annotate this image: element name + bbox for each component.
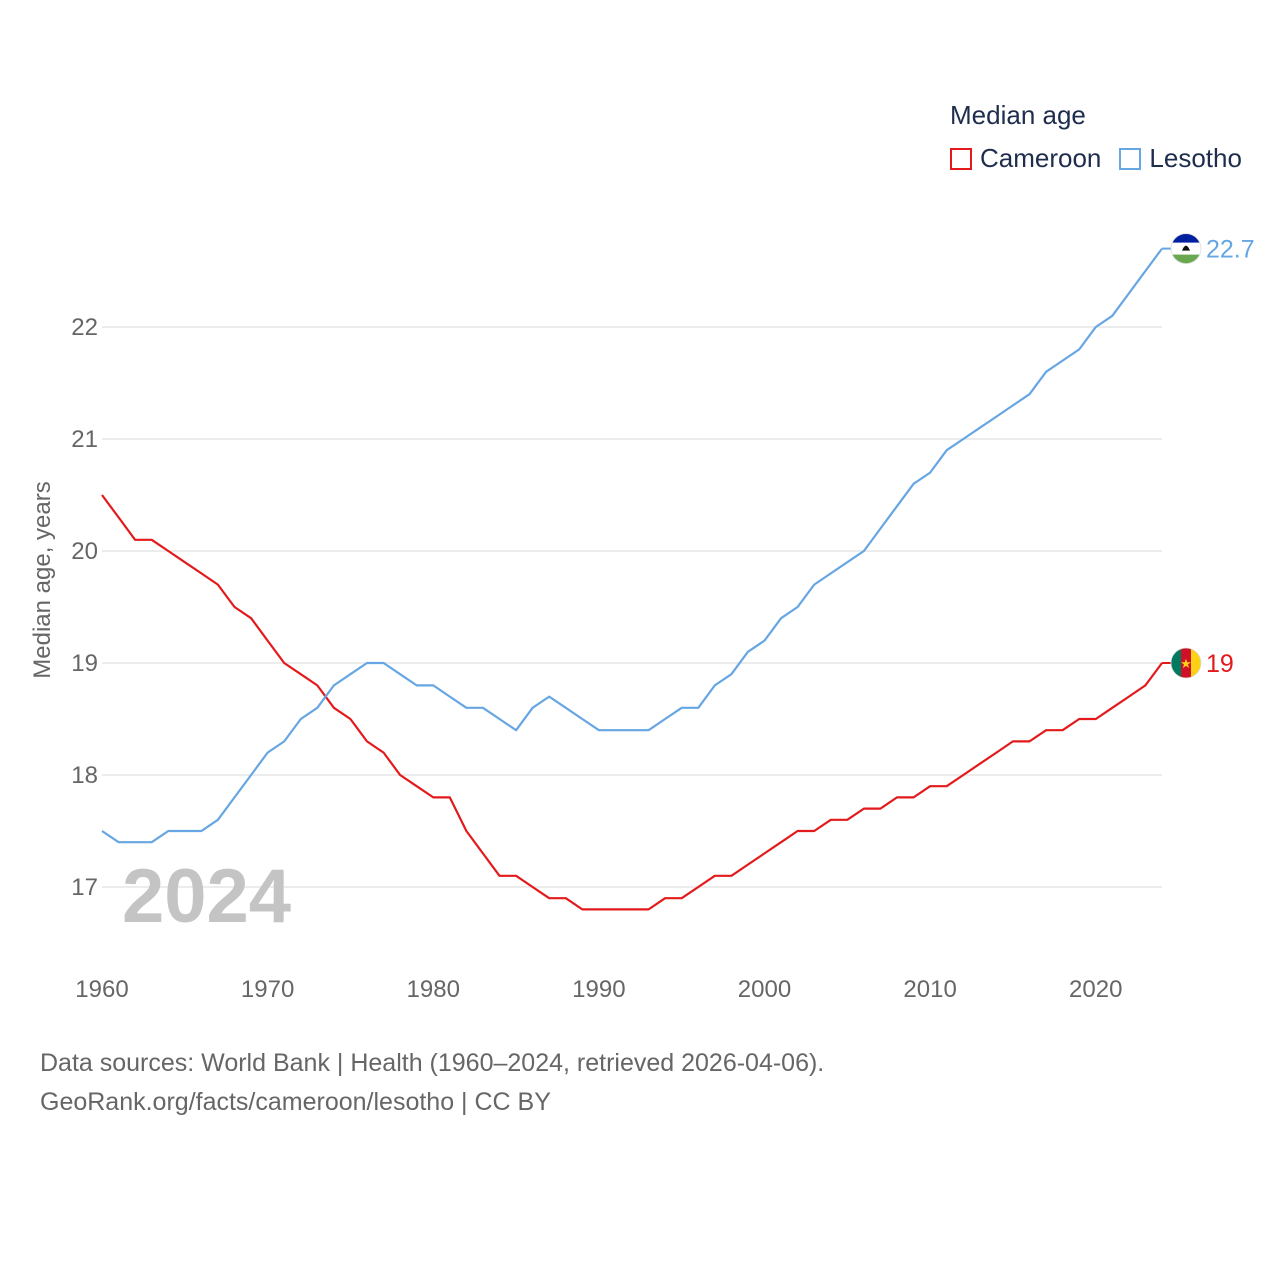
cameroon-flag-icon: ★ [1170, 647, 1202, 679]
gridlines [102, 326, 1162, 888]
y-axis-label: Median age, years [29, 481, 56, 678]
legend-swatch-cameroon [950, 147, 972, 170]
end-value-label-lesotho: 22.7 [1206, 236, 1255, 264]
lesotho-flag-icon [1170, 233, 1202, 265]
y-tick-label-20: 20 [71, 538, 98, 565]
series-line-cameroon[interactable] [101, 494, 1163, 911]
y-tick-label-22: 22 [71, 314, 98, 341]
lesotho-hat-icon [1182, 245, 1190, 251]
series-line-lesotho[interactable] [101, 247, 1163, 844]
y-axis-ticks: 17 18 19 20 21 22 [71, 314, 98, 901]
series-end-markers: ★ 19 22.7 [1162, 233, 1255, 679]
x-tick-label-1970: 1970 [241, 976, 294, 1003]
y-tick-label-18: 18 [71, 762, 98, 789]
legend-swatch-lesotho [1119, 147, 1142, 170]
x-tick-label-1990: 1990 [572, 976, 625, 1003]
x-tick-label-1980: 1980 [407, 976, 460, 1003]
x-axis-ticks: 1960 1970 1980 1990 2000 2010 2020 [75, 976, 1122, 1003]
legend-item-cameroon[interactable]: Cameroon [950, 143, 1101, 174]
line-chart: 17 18 19 20 21 22 1960 1970 1980 1990 2000 2010 202… [29, 233, 1255, 1003]
end-value-label-cameroon: 19 [1206, 650, 1234, 678]
legend-label-cameroon: Cameroon [980, 143, 1102, 173]
y-tick-label-21: 21 [71, 426, 98, 453]
x-tick-label-2020: 2020 [1069, 976, 1122, 1003]
legend-title: Median age [950, 100, 1086, 130]
cameroon-star-icon: ★ [1180, 656, 1192, 671]
data-source: Data sources: World Bank | Health (1960–… [40, 1044, 824, 1122]
x-tick-label-2010: 2010 [903, 976, 956, 1003]
x-tick-label-2000: 2000 [738, 976, 791, 1003]
legend-label-lesotho: Lesotho [1149, 143, 1242, 173]
legend: Cameroon Lesotho [950, 143, 1260, 174]
source-line-1: Data sources: World Bank | Health (1960–… [40, 1049, 825, 1077]
series-lines [101, 247, 1163, 911]
y-tick-label-17: 17 [71, 874, 98, 901]
source-line-2[interactable]: GeoRank.org/facts/cameroon/lesotho | CC … [40, 1088, 551, 1116]
legend-item-lesotho[interactable]: Lesotho [1119, 143, 1242, 174]
y-tick-label-19: 19 [71, 650, 98, 677]
x-tick-label-1960: 1960 [75, 976, 128, 1003]
current-year-label: 2024 [122, 854, 291, 939]
